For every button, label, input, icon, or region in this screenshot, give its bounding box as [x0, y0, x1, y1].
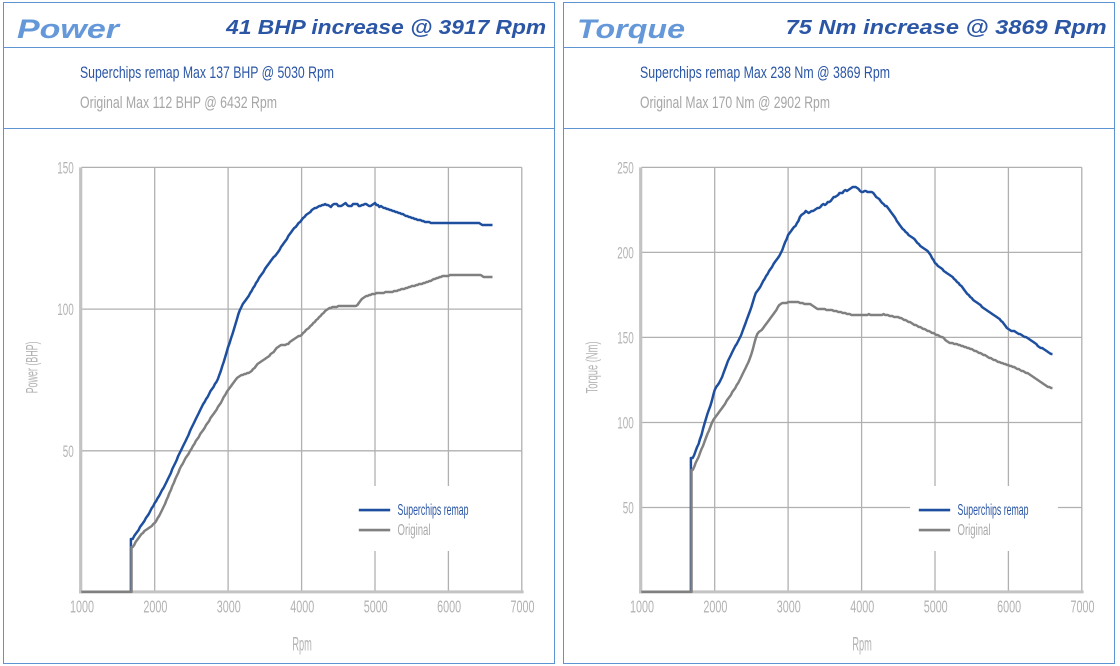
svg-text:Rpm: Rpm: [292, 635, 312, 656]
svg-text:1000: 1000: [70, 597, 94, 617]
svg-text:5000: 5000: [363, 597, 387, 617]
svg-text:Original: Original: [958, 522, 991, 539]
svg-text:3000: 3000: [216, 597, 240, 617]
svg-text:250: 250: [617, 159, 634, 178]
svg-text:Torque (Nm): Torque (Nm): [583, 342, 602, 394]
svg-text:100: 100: [617, 414, 634, 433]
svg-text:2000: 2000: [703, 597, 727, 617]
svg-text:100: 100: [57, 300, 74, 319]
svg-text:6000: 6000: [437, 597, 461, 617]
svg-text:6000: 6000: [997, 597, 1021, 617]
svg-text:4000: 4000: [290, 597, 314, 617]
svg-text:150: 150: [617, 329, 634, 348]
svg-text:Superchips remap: Superchips remap: [397, 502, 468, 519]
svg-text:Original: Original: [397, 522, 430, 539]
svg-text:7000: 7000: [1071, 597, 1095, 617]
svg-text:4000: 4000: [850, 597, 874, 617]
svg-text:50: 50: [623, 499, 634, 518]
svg-text:5000: 5000: [924, 597, 948, 617]
svg-text:2000: 2000: [143, 597, 167, 617]
svg-text:7000: 7000: [510, 597, 534, 617]
svg-text:200: 200: [617, 244, 634, 263]
svg-text:3000: 3000: [777, 597, 801, 617]
svg-text:150: 150: [57, 159, 74, 178]
svg-text:Superchips remap: Superchips remap: [958, 502, 1029, 519]
svg-text:50: 50: [62, 442, 73, 461]
svg-text:Power (BHP): Power (BHP): [22, 342, 41, 394]
svg-text:1000: 1000: [630, 597, 654, 617]
svg-text:Rpm: Rpm: [852, 635, 872, 656]
